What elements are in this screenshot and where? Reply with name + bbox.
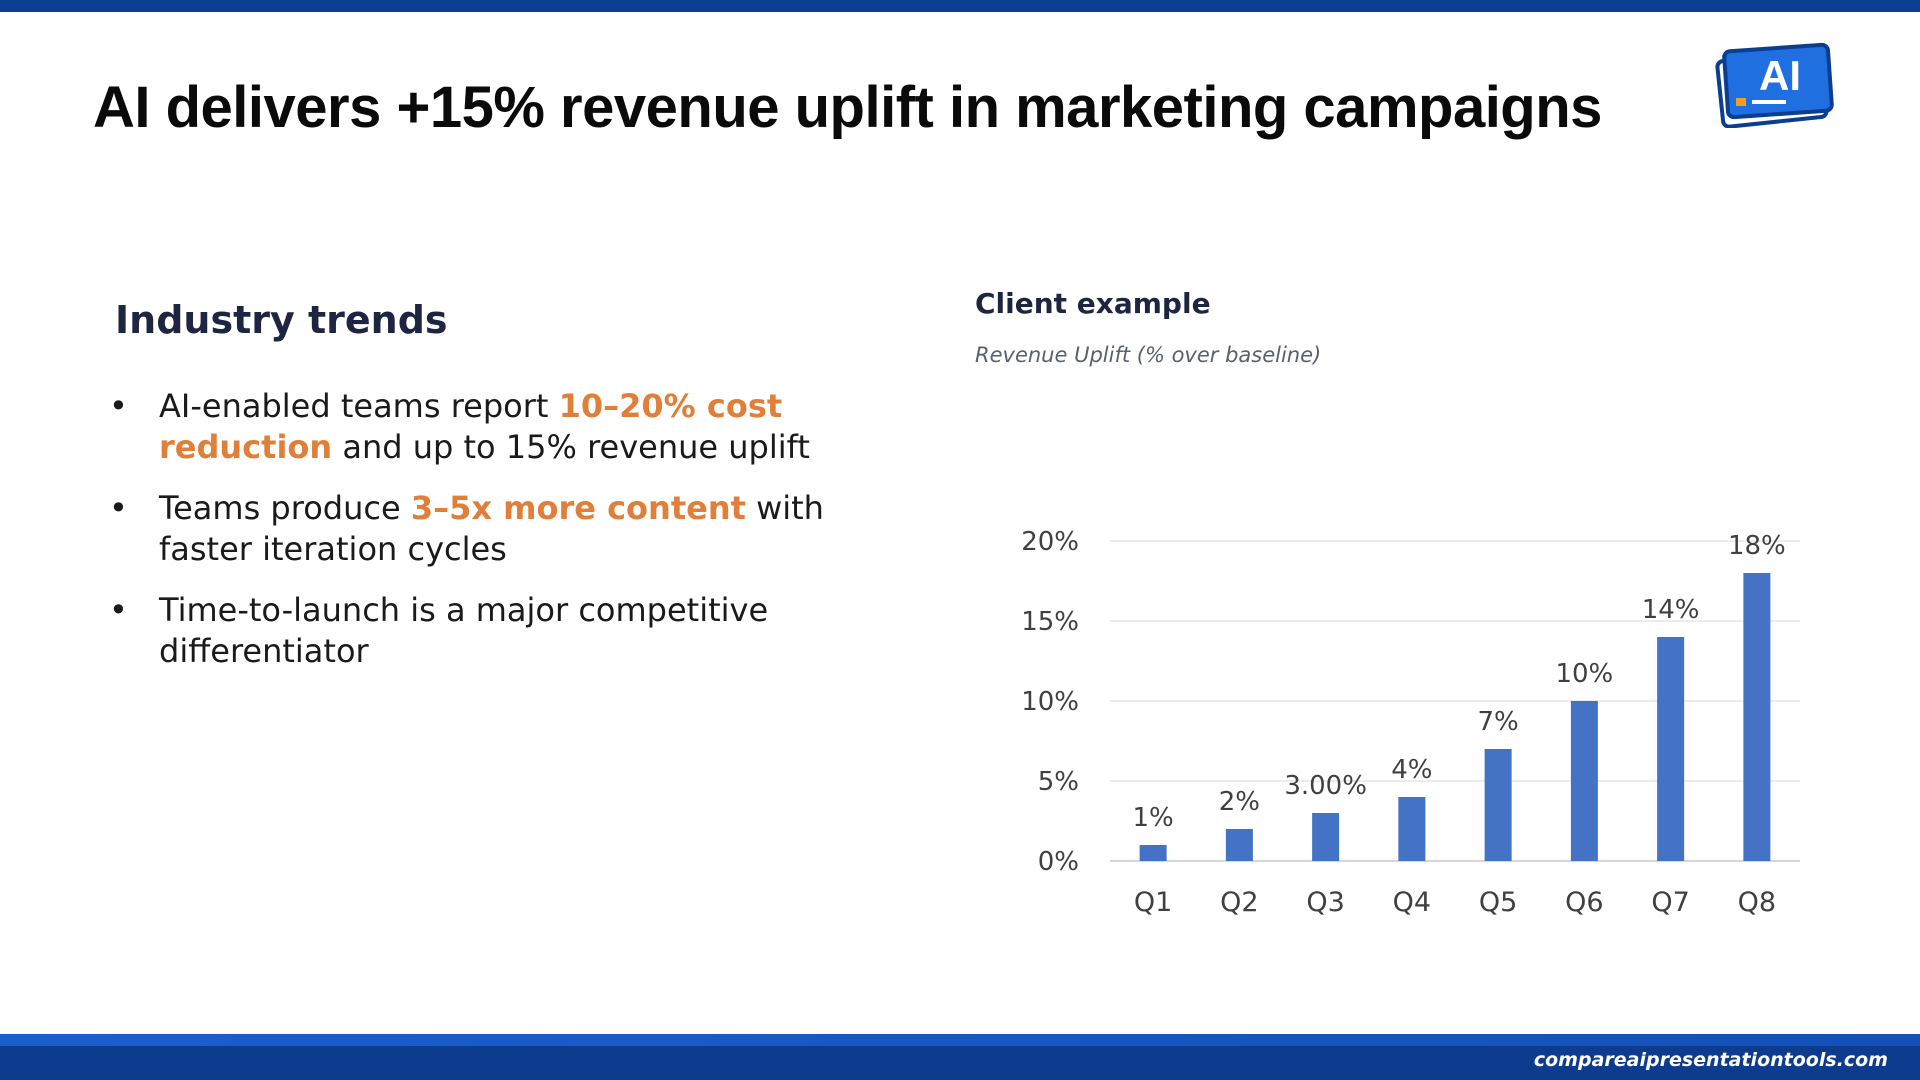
slide-title: AI delivers +15% revenue uplift in marke… <box>93 75 1602 140</box>
data-label: 14% <box>1642 595 1700 625</box>
industry-bullet-list: • AI-enabled teams report 10–20% cost red… <box>105 386 825 692</box>
data-label: 1% <box>1133 803 1174 833</box>
data-label: 18% <box>1728 531 1786 561</box>
client-example-heading: Client example <box>975 287 1211 320</box>
y-tick-label: 20% <box>1021 527 1079 557</box>
chart-bar <box>1484 749 1512 861</box>
footer-accent-stripe <box>0 1034 1920 1046</box>
bullet-dot-icon: • <box>109 591 128 629</box>
chart-bar <box>1225 829 1253 861</box>
ai-logo-icon: AI <box>1715 42 1834 128</box>
bullet-text: and up to 15% revenue uplift <box>332 428 810 466</box>
data-label: 10% <box>1555 659 1613 689</box>
chart-bar <box>1139 845 1167 861</box>
chart-x-axis-ticks: Q1 Q2 Q3 Q4 Q5 Q6 Q7 Q8 <box>1134 887 1776 918</box>
industry-trends-heading: Industry trends <box>115 298 448 342</box>
bullet-text: Teams produce <box>159 489 411 527</box>
y-tick-label: 0% <box>1038 847 1079 877</box>
bullet-text: Time-to-launch is a major competitive di… <box>159 591 769 670</box>
chart-bar <box>1743 573 1771 861</box>
chart-bar <box>1570 701 1598 861</box>
chart-bar <box>1398 797 1426 861</box>
data-label: 3.00% <box>1284 771 1367 801</box>
bullet-highlight: 10–20% cost reduction <box>159 387 783 466</box>
x-tick-label: Q1 <box>1134 887 1172 918</box>
bullet-item: • AI-enabled teams report 10–20% cost red… <box>105 386 825 468</box>
chart-bar <box>1657 637 1685 861</box>
bullet-dot-icon: • <box>109 387 128 425</box>
chart-bars <box>1139 573 1771 861</box>
x-tick-label: Q8 <box>1738 887 1776 918</box>
bullet-item: • Time-to-launch is a major competitive d… <box>105 590 825 672</box>
y-tick-label: 10% <box>1021 687 1079 717</box>
logo-text: AI <box>1759 52 1801 99</box>
chart-data-labels: 1% 2% 3.00% 4% 7% 10% 14% 18% <box>1133 531 1786 833</box>
data-label: 4% <box>1391 755 1432 785</box>
y-tick-label: 15% <box>1021 607 1079 637</box>
x-tick-label: Q6 <box>1565 887 1603 918</box>
x-tick-label: Q7 <box>1651 887 1689 918</box>
data-label: 2% <box>1219 787 1260 817</box>
footer-url: compareaipresentationtools.com <box>1533 1049 1888 1071</box>
bullet-text: with faster iteration cycles <box>159 489 824 568</box>
x-tick-label: Q3 <box>1306 887 1344 918</box>
top-accent-bar <box>0 0 1920 12</box>
x-tick-label: Q2 <box>1220 887 1258 918</box>
bullet-dot-icon: • <box>109 489 128 527</box>
chart-bar <box>1312 813 1340 861</box>
x-tick-label: Q5 <box>1479 887 1517 918</box>
bullet-item: • Teams produce 3–5x more content with fa… <box>105 488 825 570</box>
bullet-highlight: 3–5x more content <box>410 489 746 527</box>
chart-subtitle: Revenue Uplift (% over baseline) <box>975 343 1322 367</box>
y-tick-label: 5% <box>1038 767 1079 797</box>
bullet-text: AI-enabled teams report <box>159 387 559 425</box>
chart-gridlines <box>1110 540 1800 862</box>
x-tick-label: Q4 <box>1393 887 1431 918</box>
data-label: 7% <box>1478 707 1519 737</box>
chart-y-axis-ticks: 0% 5% 10% 15% 20% <box>1021 527 1079 877</box>
